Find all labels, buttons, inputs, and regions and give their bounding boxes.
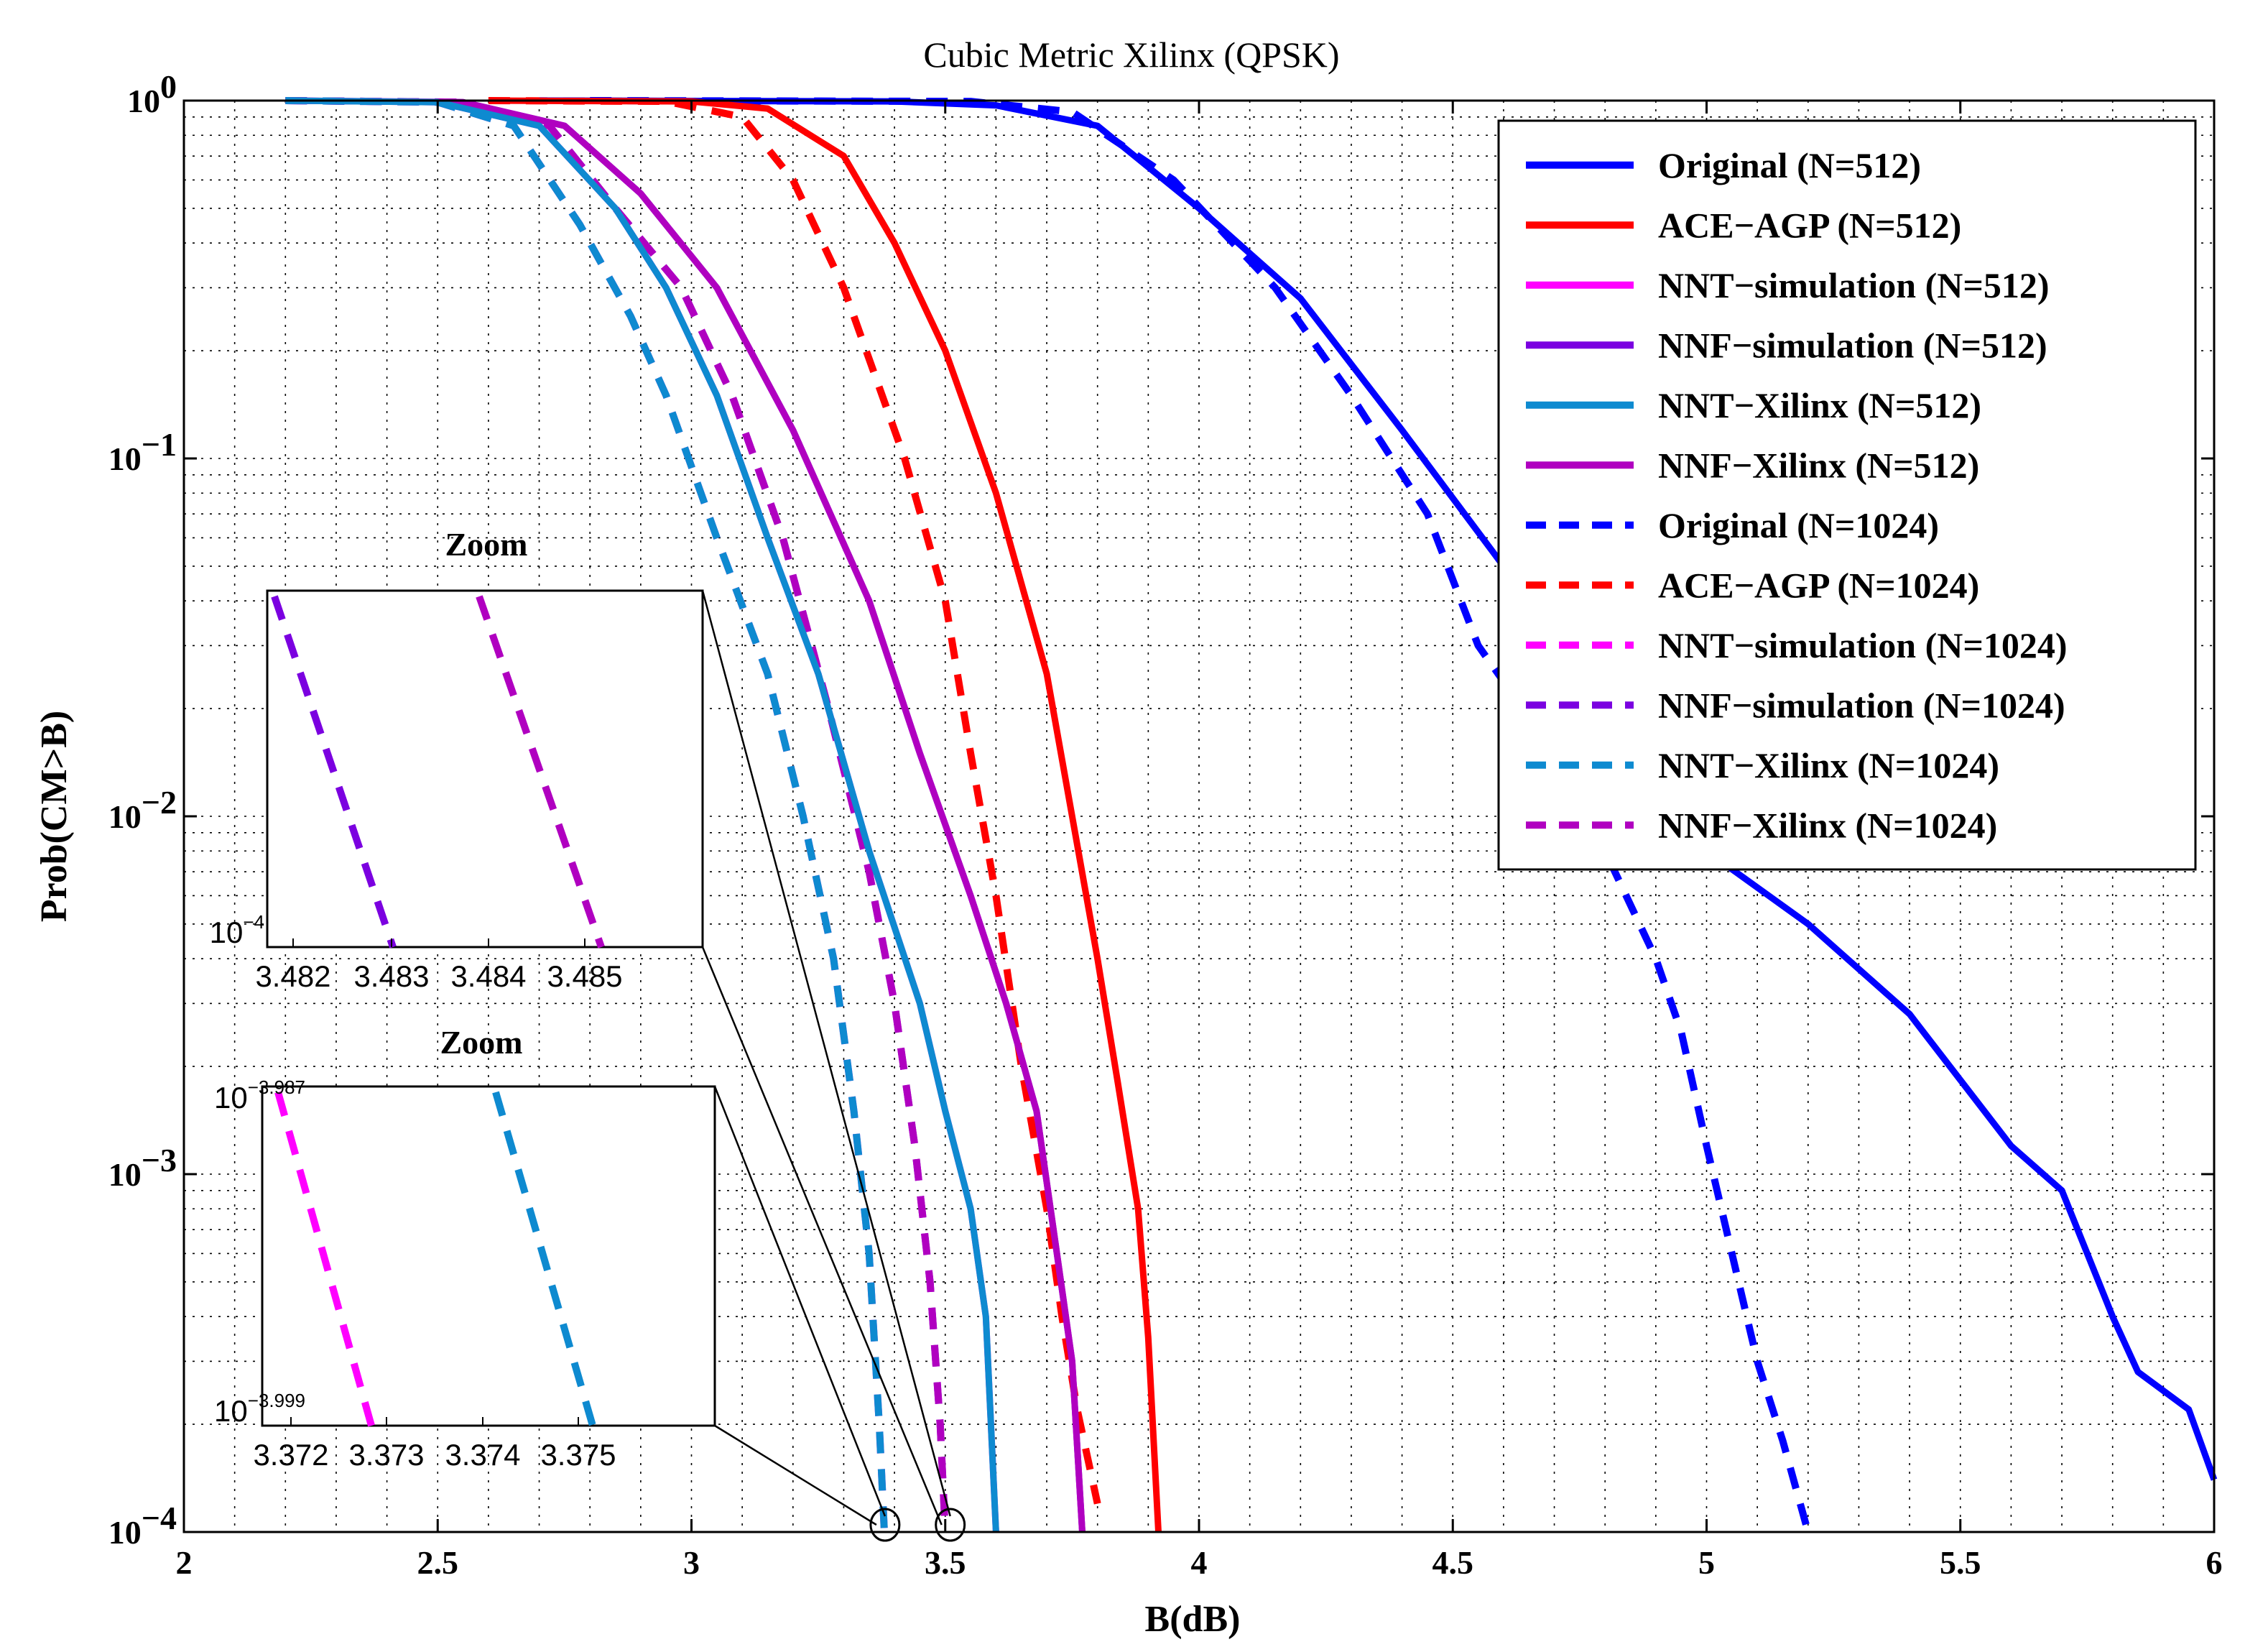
zoom-connector xyxy=(713,1086,887,1517)
zoom-inset-2: Zoom 3.372 3.373 3.374 3.375 10−3.987 10−3.999 xyxy=(214,1024,901,1542)
x-tick-label: 3.5 xyxy=(925,1544,966,1581)
y-tick-label: 10−1 xyxy=(108,426,177,477)
x-tick-label: 2 xyxy=(176,1544,193,1581)
inset-x-tick-label: 3.372 xyxy=(253,1438,328,1472)
inset-x-tick-label: 3.483 xyxy=(353,959,429,993)
inset-line-1 xyxy=(271,595,397,949)
inset-frame xyxy=(261,1085,716,1427)
series-line-8 xyxy=(488,97,1101,1505)
axes: 2 2.5 3 3.5 4 4.5 5 5.5 6 100 10−1 10−2 10−3 10−4 xyxy=(108,68,2223,1581)
inset-line-2 xyxy=(492,1091,596,1427)
inset-x-tick-label: 3.374 xyxy=(445,1438,520,1472)
legend-label-5: NNT−Xilinx (N=512) xyxy=(1658,385,1981,425)
zoom-connector xyxy=(701,590,951,1517)
inset-x-tick-label: 3.375 xyxy=(540,1438,616,1472)
inset-x-tick-label: 3.485 xyxy=(547,959,622,993)
legend-label-8: ACE−AGP (N=1024) xyxy=(1658,565,1979,605)
zoom-insets: Zoom 3.482 3.483 3.484 3.485 10−4 Zoom 3.372 3.3… xyxy=(210,526,966,1542)
zoom-label: Zoom xyxy=(440,1024,523,1061)
y-axis-label: Prob(CM>B) xyxy=(34,711,75,922)
zoom-connector xyxy=(714,1424,877,1526)
legend-label-9: NNT−simulation (N=1024) xyxy=(1658,625,2068,665)
zoom-circle xyxy=(869,1508,901,1542)
legend-label-10: NNF−simulation (N=1024) xyxy=(1658,685,2065,725)
legend-label-3: NNT−simulation (N=512) xyxy=(1658,265,2050,305)
inset-line-2 xyxy=(476,595,605,949)
zoom-circle xyxy=(935,1508,966,1542)
x-tick-label: 2.5 xyxy=(417,1544,459,1581)
x-tick-label: 4.5 xyxy=(1432,1544,1474,1581)
legend-label-1: Original (N=512) xyxy=(1658,145,1921,185)
inset-y-tick-label: 10−3.999 xyxy=(214,1390,305,1428)
x-tick-label: 5.5 xyxy=(1940,1544,1981,1581)
legend-label-11: NNT−Xilinx (N=1024) xyxy=(1658,745,1999,785)
inset-frame xyxy=(266,589,704,949)
series-line-12 xyxy=(285,97,949,1533)
x-tick-label: 6 xyxy=(2206,1544,2223,1581)
inset-y-tick-label: 10−3.987 xyxy=(214,1076,305,1115)
zoom-connector xyxy=(701,946,943,1526)
legend-label-2: ACE−AGP (N=512) xyxy=(1658,205,1961,245)
legend-box xyxy=(1497,119,2197,871)
x-axis-label: B(dB) xyxy=(1145,1599,1241,1640)
series-line-5 xyxy=(285,97,999,1533)
inset-x-tick-label: 3.373 xyxy=(348,1438,424,1472)
legend-label-4: NNF−simulation (N=512) xyxy=(1658,325,2047,365)
zoom-label: Zoom xyxy=(445,526,528,563)
inset-x-tick-label: 3.484 xyxy=(450,959,526,993)
series-line-11 xyxy=(285,97,888,1533)
inset-x-tick-label: 3.482 xyxy=(255,959,330,993)
legend-label-7: Original (N=1024) xyxy=(1658,505,1939,545)
y-tick-label: 10−4 xyxy=(108,1500,177,1551)
legend: Original (N=512) ACE−AGP (N=512) NNT−simul… xyxy=(1497,119,2197,871)
y-tick-label: 100 xyxy=(127,68,177,119)
legend-label-6: NNF−Xilinx (N=512) xyxy=(1658,445,1979,485)
inset-y-tick-label: 10−4 xyxy=(210,911,264,949)
x-tick-label: 4 xyxy=(1191,1544,1208,1581)
zoom-inset-1: Zoom 3.482 3.483 3.484 3.485 10−4 xyxy=(210,526,966,1542)
y-tick-label: 10−2 xyxy=(108,784,177,835)
x-tick-label: 3 xyxy=(683,1544,700,1581)
legend-label-12: NNF−Xilinx (N=1024) xyxy=(1658,805,1997,845)
series-line-6 xyxy=(285,97,1086,1533)
y-tick-label: 10−3 xyxy=(108,1142,177,1193)
inset-line-1 xyxy=(274,1091,375,1427)
x-tick-label: 5 xyxy=(1698,1544,1715,1581)
series-line-2 xyxy=(488,97,1162,1533)
chart-title: Cubic Metric Xilinx (QPSK) xyxy=(923,34,1339,75)
